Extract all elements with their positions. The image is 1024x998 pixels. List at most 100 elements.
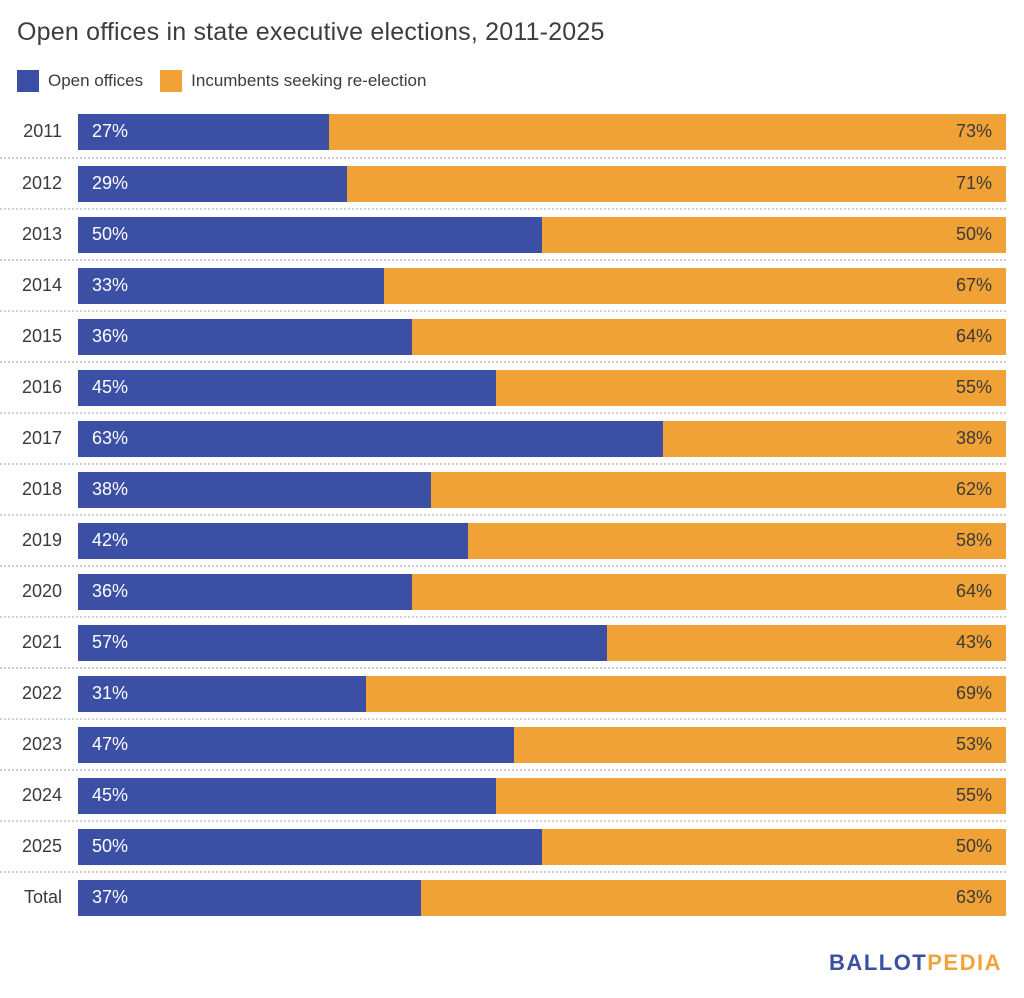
category-label: 2023 bbox=[21, 734, 62, 754]
category-label: 2025 bbox=[21, 836, 62, 856]
value-label-incumbents: 64% bbox=[955, 326, 992, 346]
chart-row: 2023 47% 53% bbox=[0, 718, 1006, 769]
bar-segment-open-offices: 38% bbox=[78, 471, 431, 508]
category-label: 2012 bbox=[21, 173, 62, 193]
bar-segment-incumbents: 55% bbox=[495, 369, 1006, 406]
bar-segment-incumbents: 55% bbox=[495, 777, 1006, 814]
bar-segment-open-offices: 31% bbox=[78, 675, 366, 712]
value-label-open-offices: 33% bbox=[92, 275, 129, 295]
value-label-open-offices: 27% bbox=[92, 121, 129, 141]
value-label-incumbents: 62% bbox=[955, 479, 992, 499]
value-label-open-offices: 29% bbox=[92, 173, 129, 193]
value-label-open-offices: 36% bbox=[92, 326, 129, 346]
bar-segment-incumbents: 73% bbox=[328, 113, 1006, 150]
category-label: 2018 bbox=[21, 479, 62, 499]
legend-swatch-incumbents bbox=[160, 70, 183, 92]
category-label: 2020 bbox=[21, 581, 62, 601]
value-label-incumbents: 50% bbox=[955, 224, 992, 244]
stacked-bar: 42% 58% bbox=[78, 522, 1006, 559]
stacked-bar-chart: 2011 27% 73% 2012 29% 71% 2013 50% bbox=[0, 106, 1024, 922]
value-label-incumbents: 50% bbox=[955, 836, 992, 856]
chart-row: 2015 36% 64% bbox=[0, 310, 1006, 361]
bar-segment-open-offices: 37% bbox=[78, 879, 422, 916]
category-label: 2019 bbox=[21, 530, 62, 550]
category-label: 2014 bbox=[21, 275, 62, 295]
bar-segment-open-offices: 29% bbox=[78, 165, 348, 202]
value-label-open-offices: 38% bbox=[92, 479, 129, 499]
value-label-incumbents: 55% bbox=[955, 377, 992, 397]
value-label-incumbents: 67% bbox=[955, 275, 992, 295]
chart-row: 2018 38% 62% bbox=[0, 463, 1006, 514]
value-label-open-offices: 63% bbox=[92, 428, 129, 448]
bar-segment-incumbents: 50% bbox=[542, 216, 1006, 253]
value-label-open-offices: 37% bbox=[92, 887, 129, 907]
category-label: 2016 bbox=[21, 377, 62, 397]
chart-row: 2020 36% 64% bbox=[0, 565, 1006, 616]
stacked-bar: 29% 71% bbox=[78, 165, 1006, 202]
chart-row: 2012 29% 71% bbox=[0, 157, 1006, 208]
value-label-open-offices: 45% bbox=[92, 377, 129, 397]
category-label: 2017 bbox=[21, 428, 62, 448]
bar-segment-open-offices: 27% bbox=[78, 113, 329, 150]
value-label-incumbents: 69% bbox=[955, 683, 992, 703]
stacked-bar: 50% 50% bbox=[78, 828, 1006, 865]
bar-segment-open-offices: 57% bbox=[78, 624, 607, 661]
value-label-open-offices: 45% bbox=[92, 785, 129, 805]
stacked-bar: 33% 67% bbox=[78, 267, 1006, 304]
stacked-bar: 38% 62% bbox=[78, 471, 1006, 508]
logo-pedia-text: PEDIA bbox=[927, 950, 1002, 975]
bar-segment-open-offices: 42% bbox=[78, 522, 468, 559]
chart-row: 2022 31% 69% bbox=[0, 667, 1006, 718]
chart-row: 2017 63% 38% bbox=[0, 412, 1006, 463]
ballotpedia-logo: BALLOTPEDIA bbox=[829, 950, 1002, 975]
value-label-incumbents: 58% bbox=[955, 530, 992, 550]
bar-segment-open-offices: 50% bbox=[78, 828, 542, 865]
bar-segment-incumbents: 63% bbox=[421, 879, 1006, 916]
value-label-incumbents: 73% bbox=[955, 121, 992, 141]
chart-row: 2019 42% 58% bbox=[0, 514, 1006, 565]
bar-segment-incumbents: 64% bbox=[412, 318, 1006, 355]
legend: Open offices Incumbents seeking re-elect… bbox=[0, 70, 1024, 92]
chart-row: 2014 33% 67% bbox=[0, 259, 1006, 310]
value-label-open-offices: 57% bbox=[92, 632, 129, 652]
bar-segment-incumbents: 50% bbox=[542, 828, 1006, 865]
value-label-open-offices: 42% bbox=[92, 530, 129, 550]
stacked-bar: 36% 64% bbox=[78, 318, 1006, 355]
bar-segment-incumbents: 58% bbox=[467, 522, 1006, 559]
stacked-bar: 31% 69% bbox=[78, 675, 1006, 712]
stacked-bar: 57% 43% bbox=[78, 624, 1006, 661]
bar-segment-incumbents: 67% bbox=[384, 267, 1006, 304]
category-label: 2022 bbox=[21, 683, 62, 703]
value-label-incumbents: 71% bbox=[955, 173, 992, 193]
stacked-bar: 50% 50% bbox=[78, 216, 1006, 253]
chart-title: Open offices in state executive election… bbox=[17, 18, 605, 46]
value-label-incumbents: 43% bbox=[955, 632, 992, 652]
bar-segment-open-offices: 50% bbox=[78, 216, 542, 253]
bar-segment-incumbents: 43% bbox=[606, 624, 1006, 661]
bar-segment-incumbents: 62% bbox=[430, 471, 1006, 508]
chart-row: 2011 27% 73% bbox=[0, 106, 1006, 157]
stacked-bar: 27% 73% bbox=[78, 113, 1006, 150]
footer: BALLOTPEDIA bbox=[829, 950, 1002, 976]
legend-swatch-open-offices bbox=[17, 70, 39, 92]
bar-segment-incumbents: 53% bbox=[514, 726, 1006, 763]
bar-segment-incumbents: 38% bbox=[662, 420, 1006, 457]
bar-segment-open-offices: 47% bbox=[78, 726, 515, 763]
bar-segment-open-offices: 63% bbox=[78, 420, 663, 457]
value-label-open-offices: 31% bbox=[92, 683, 129, 703]
category-label: 2015 bbox=[21, 326, 62, 346]
legend-label-open-offices: Open offices bbox=[48, 71, 144, 90]
stacked-bar: 36% 64% bbox=[78, 573, 1006, 610]
bar-segment-open-offices: 33% bbox=[78, 267, 385, 304]
value-label-open-offices: 50% bbox=[92, 224, 129, 244]
bar-segment-incumbents: 64% bbox=[412, 573, 1006, 610]
value-label-incumbents: 63% bbox=[955, 887, 992, 907]
category-label: 2024 bbox=[21, 785, 62, 805]
value-label-incumbents: 38% bbox=[955, 428, 992, 448]
bar-segment-open-offices: 36% bbox=[78, 573, 413, 610]
value-label-open-offices: 50% bbox=[92, 836, 129, 856]
category-label: 2021 bbox=[21, 632, 62, 652]
chart-row: 2013 50% 50% bbox=[0, 208, 1006, 259]
stacked-bar: 37% 63% bbox=[78, 879, 1006, 916]
